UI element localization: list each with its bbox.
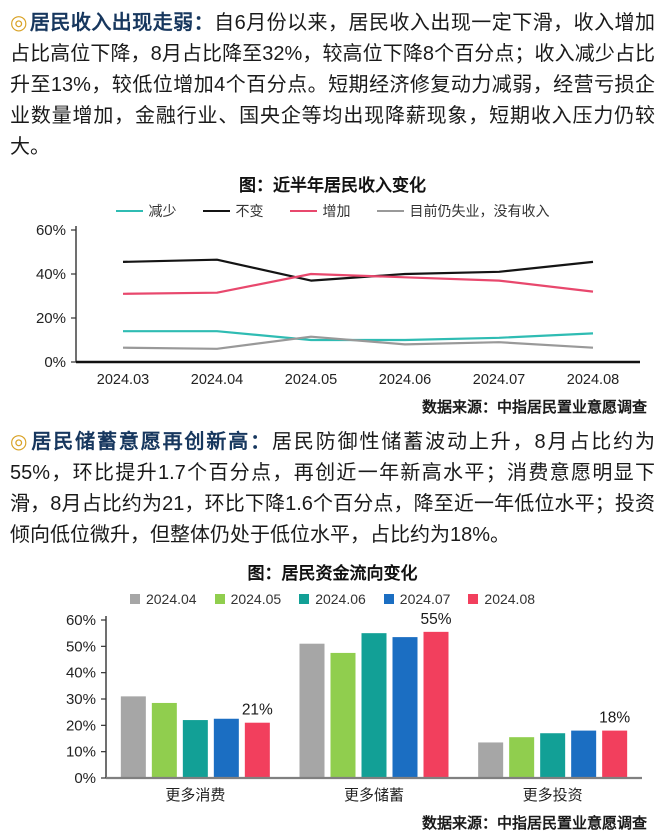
legend-label: 不变: [235, 203, 264, 219]
chart-text: 40%: [66, 665, 96, 682]
legend-item: 不变: [202, 201, 264, 221]
legend-label: 减少: [148, 203, 177, 219]
bar: [571, 730, 597, 778]
chart-text: 60%: [36, 222, 66, 239]
data-source-line-chart: 数据来源：中指居民置业意愿调查: [421, 399, 647, 416]
legend-swatch: [383, 594, 394, 604]
legend-swatch: [214, 594, 225, 604]
chart-text: 10%: [66, 744, 96, 761]
chart-text: 60%: [66, 612, 96, 629]
chart-text: 40%: [36, 266, 66, 283]
chart-text: 0%: [74, 770, 96, 787]
legend-label: 目前仍失业，没有收入: [409, 203, 550, 219]
legend-label: 2024.06: [315, 591, 366, 607]
legend-swatch: [202, 210, 230, 212]
income-change-chart-block: 图：近半年居民收入变化 减少 不变 增加 目前仍失业，没有收入 0% 20% 40% 60%…: [10, 171, 655, 417]
legend-swatch: [289, 210, 317, 212]
legend-swatch: [115, 210, 143, 212]
legend-item: 2024.04: [129, 591, 197, 607]
paragraph-savings-heading: 居民储蓄意愿再创新高：: [31, 431, 272, 453]
chart-text: 20%: [66, 717, 96, 734]
bar: [392, 637, 418, 778]
legend-item: 2024.07: [383, 591, 451, 607]
bar-chart-title: 图：居民资金流向变化: [247, 564, 418, 583]
chart-text: 2024.07: [473, 372, 525, 388]
fund-flow-bar-chart: 0% 10% 20% 30% 40% 50% 60% 21% 55% 18% 更多消费 更多储蓄 更多投…: [66, 611, 642, 804]
bar: [182, 720, 208, 778]
bar: [213, 718, 239, 778]
bar: [540, 733, 566, 778]
chart-text: 2024.08: [567, 372, 619, 388]
paragraph-income-body: 自6月份以来，居民收入出现一定下滑，收入增加占比高位下降，8月占比降至32%，较…: [10, 12, 656, 158]
legend-swatch: [376, 210, 404, 212]
legend-label: 2024.05: [230, 591, 282, 607]
line-chart-legend: 减少 不变 增加 目前仍失业，没有收入: [10, 202, 655, 220]
legend-swatch: [129, 594, 140, 604]
chart-text: 2024.06: [379, 372, 431, 388]
bar: [120, 696, 146, 778]
line-series: [123, 330, 594, 342]
bar: [602, 730, 628, 778]
line-series: [122, 272, 594, 295]
bar: [361, 633, 387, 778]
bar: [299, 643, 325, 778]
chart-text: 55%: [420, 611, 451, 628]
chart-text: 更多投资: [523, 787, 583, 804]
bullet-icon: ◎: [10, 12, 28, 34]
line-series: [122, 258, 594, 282]
legend-swatch: [468, 594, 479, 604]
legend-item: 2024.06: [299, 591, 366, 607]
chart-text: 21%: [242, 702, 273, 719]
bar: [509, 737, 535, 778]
bar: [244, 722, 270, 778]
bullet-icon: ◎: [10, 431, 30, 453]
legend-item: 2024.08: [468, 591, 535, 607]
chart-text: 更多消费: [165, 787, 225, 804]
chart-text: 30%: [66, 691, 96, 708]
income-line-chart: 0% 20% 40% 60% 2024.03 2024.04 2024.05 2024.06 2…: [36, 222, 640, 388]
chart-text: 0%: [44, 354, 66, 371]
bar: [478, 742, 504, 778]
legend-label: 增加: [322, 203, 351, 219]
chart-text: 20%: [36, 310, 66, 327]
paragraph-income: ◎ 居民收入出现走弱：自6月份以来，居民收入出现一定下滑，收入增加占比高位下降，8…: [10, 8, 655, 163]
fund-flow-chart-block: 图：居民资金流向变化 2024.04 2024.05 2024.06 2024.07 2…: [10, 559, 655, 833]
chart-text: 更多储蓄: [344, 787, 404, 804]
paragraph-savings: ◎ 居民储蓄意愿再创新高：居民防御性储蓄波动上升，8月占比约为55%，环比提升1.…: [10, 427, 655, 551]
chart-text: 2024.03: [97, 372, 149, 388]
bar: [330, 652, 356, 778]
bar: [151, 702, 177, 778]
chart-text: 2024.04: [191, 372, 243, 388]
line-chart-title: 图：近半年居民收入变化: [239, 176, 426, 195]
legend-label: 2024.08: [484, 591, 536, 607]
data-source-bar-chart: 数据来源：中指居民置业意愿调查: [421, 815, 647, 832]
paragraph-income-heading: 居民收入出现走弱：: [29, 12, 215, 34]
legend-label: 2024.07: [399, 591, 451, 607]
legend-item: 2024.05: [214, 591, 282, 607]
chart-text: 18%: [599, 710, 630, 727]
bar-chart-legend: 2024.04 2024.05 2024.06 2024.07 2024.08: [10, 590, 655, 608]
legend-swatch: [299, 594, 310, 604]
legend-item: 增加: [289, 201, 351, 221]
legend-label: 2024.04: [145, 591, 197, 607]
paragraph-savings-body: 居民防御性储蓄波动上升，8月占比约为55%，环比提升1.7个百分点，再创近一年新…: [10, 431, 656, 546]
chart-text: 50%: [66, 638, 96, 655]
legend-item: 目前仍失业，没有收入: [376, 201, 550, 221]
chart-text: 2024.05: [285, 372, 337, 388]
bar: [423, 631, 449, 778]
legend-item: 减少: [115, 201, 177, 221]
line-series: [122, 335, 594, 350]
